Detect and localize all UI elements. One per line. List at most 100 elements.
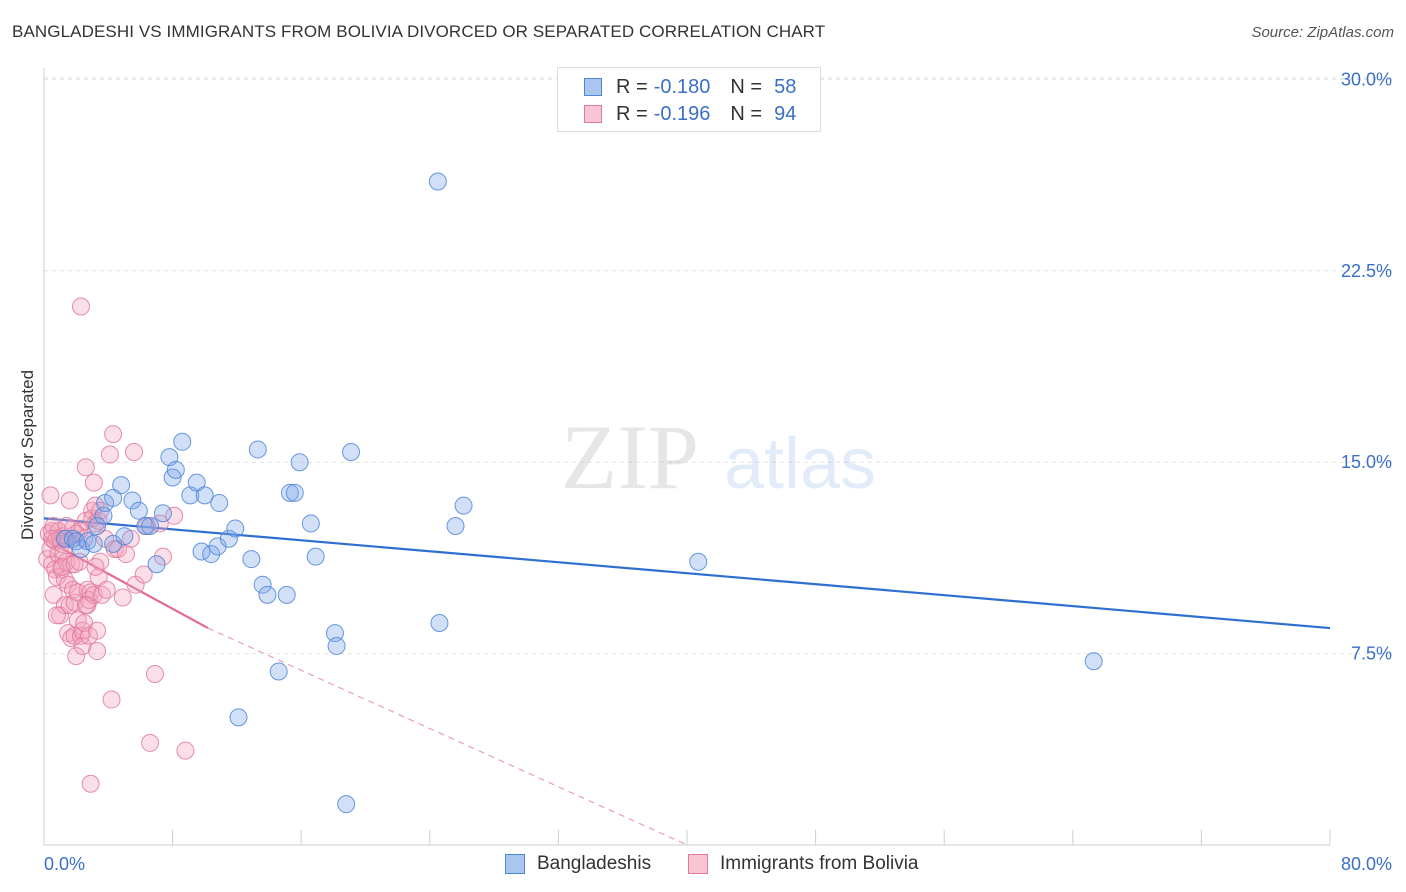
bangladeshis-point [430, 613, 449, 632]
axes [43, 68, 1331, 846]
legend-row-bangladeshis: R = -0.180 N = 58 [584, 75, 796, 99]
bolivia-point [104, 425, 123, 444]
bolivia-point [44, 585, 63, 604]
bolivia-point [84, 473, 103, 492]
r-label: R = [616, 102, 648, 125]
bangladeshis-point [195, 486, 214, 505]
bolivia-point [65, 555, 84, 574]
bolivia-point [52, 534, 71, 553]
bangladeshis-point [147, 555, 166, 574]
legend-item-bangladeshis: Bangladeshis [505, 852, 651, 876]
bolivia-point [67, 647, 86, 666]
bangladeshis-point [187, 473, 206, 492]
n-label: N = [730, 102, 763, 125]
bolivia-legend-swatch [688, 854, 708, 874]
gridlines [44, 77, 1392, 655]
bangladeshis-point [229, 708, 248, 727]
watermark-zip: ZIP [561, 406, 699, 508]
bangladeshis-point [112, 476, 131, 495]
bolivia-point [47, 606, 66, 625]
bolivia-point [86, 557, 105, 576]
bangladeshis-swatch [584, 78, 602, 96]
bangladeshis-point [88, 517, 107, 535]
bangladeshis-point [285, 483, 304, 502]
bangladeshis-point [153, 504, 172, 523]
bolivia-point [43, 529, 62, 548]
bolivia-point [59, 575, 78, 594]
bangladeshis-point [242, 550, 261, 569]
bangladeshis-point [277, 585, 296, 604]
bangladeshis-point [454, 496, 473, 515]
bolivia-point [141, 733, 160, 752]
trend-line-bangladeshis [43, 517, 1331, 630]
bangladeshis-point [446, 517, 465, 535]
y-tick-label: 22.5% [1341, 261, 1392, 281]
stats-legend: R = -0.180 N = 58 R = -0.196 N = 94 [557, 67, 821, 132]
bolivia-point [71, 297, 90, 316]
bangladeshis-point [104, 488, 123, 507]
x-tick-label: 0.0% [44, 854, 85, 874]
watermark: ZIP atlas [561, 406, 876, 508]
bolivia-point [81, 774, 100, 793]
bolivia-point [91, 552, 110, 571]
bolivia-point [100, 445, 119, 464]
y-axis-label: Divorced or Separated [18, 370, 37, 540]
bolivia-point [97, 580, 116, 599]
bolivia-point [88, 621, 107, 640]
bolivia-point [113, 588, 132, 607]
bangladeshis-point [1084, 652, 1103, 671]
bangladeshis-point [141, 517, 160, 535]
bangladeshis-legend-swatch [505, 854, 525, 874]
bangladeshis-point [280, 483, 299, 502]
bangladeshis-point [428, 172, 447, 191]
bangladeshis-point [248, 440, 267, 459]
r-value: -0.180 [653, 75, 711, 98]
n-value: 94 [774, 102, 797, 125]
y-tick-label: 7.5% [1351, 644, 1392, 664]
r-label: R = [616, 75, 648, 98]
watermark-atlas: atlas [724, 424, 876, 504]
bangladeshis-point [210, 494, 229, 513]
bangladeshis-point [689, 552, 708, 571]
n-label: N = [730, 75, 763, 98]
trend-lines [43, 517, 1331, 846]
bangladeshis-point [342, 442, 361, 461]
bangladeshis-legend-label: Bangladeshis [537, 853, 652, 874]
bolivia-point [145, 665, 164, 684]
bangladeshis-point [219, 529, 238, 548]
bolivia-point [153, 547, 172, 566]
bolivia-point [92, 585, 111, 604]
bangladeshis-point [166, 460, 185, 479]
bolivia-point [88, 642, 107, 661]
bangladeshis-point [123, 491, 142, 510]
bangladeshis-point [129, 501, 148, 520]
bangladeshis-point [136, 517, 155, 535]
bolivia-point [76, 596, 95, 615]
bangladeshis-point [202, 545, 221, 564]
bangladeshis-point [337, 795, 356, 814]
bolivia-point [76, 458, 95, 477]
bolivia-point [134, 565, 153, 584]
tick-labels: 7.5% 15.0% 22.5% 30.0% 0.0% 80.0% [44, 69, 1392, 874]
bangladeshis-point [226, 519, 245, 538]
bolivia-point [60, 491, 79, 510]
y-tick-label: 30.0% [1341, 69, 1392, 89]
chart-title: BANGLADESHI VS IMMIGRANTS FROM BOLIVIA D… [12, 22, 826, 41]
x-tick-label: 80.0% [1341, 854, 1392, 874]
bangladeshis-point [301, 514, 320, 533]
y-tick-label: 15.0% [1341, 452, 1392, 472]
legend-item-bolivia: Immigrants from Bolivia [688, 852, 919, 876]
bolivia-point [60, 596, 79, 615]
bolivia-swatch [584, 105, 602, 123]
bangladeshis-point [173, 432, 192, 451]
bolivia-point [41, 486, 60, 505]
bolivia-point [73, 636, 92, 655]
bolivia-point [176, 741, 195, 760]
legend-row-bolivia: R = -0.196 N = 94 [584, 102, 796, 126]
trend-line-extension [207, 627, 688, 846]
n-value: 58 [774, 75, 797, 98]
bangladeshis-point [290, 453, 309, 472]
bangladeshis-point [327, 636, 346, 655]
r-value: -0.196 [653, 102, 711, 125]
